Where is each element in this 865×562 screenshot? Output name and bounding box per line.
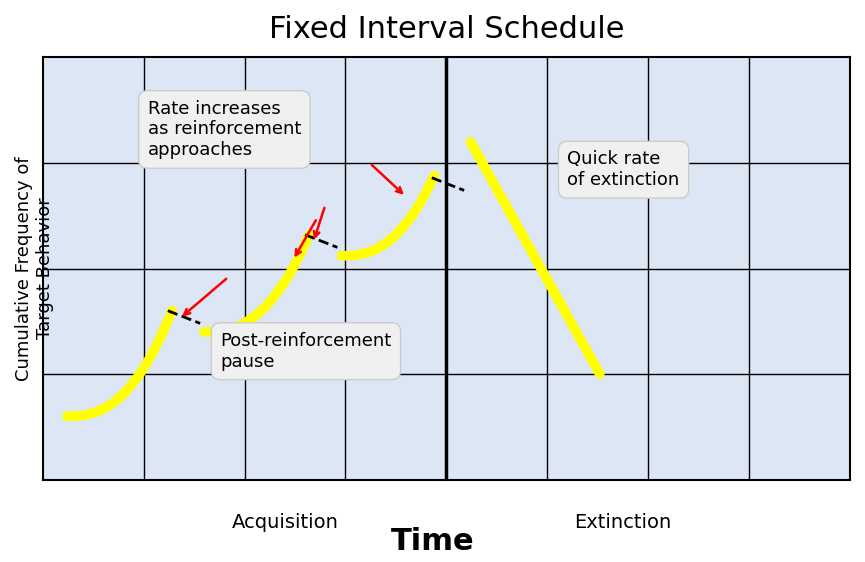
Text: Time: Time [391,527,474,556]
Text: Rate increases
as reinforcement
approaches: Rate increases as reinforcement approach… [148,99,301,159]
Y-axis label: Cumulative Frequency of
Target Behavior: Cumulative Frequency of Target Behavior [15,156,54,381]
Text: Quick rate
of extinction: Quick rate of extinction [567,150,680,189]
Text: Extinction: Extinction [574,513,671,532]
Title: Fixed Interval Schedule: Fixed Interval Schedule [269,15,625,44]
Text: Post-reinforcement
pause: Post-reinforcement pause [221,332,392,370]
Text: Acquisition: Acquisition [232,513,339,532]
